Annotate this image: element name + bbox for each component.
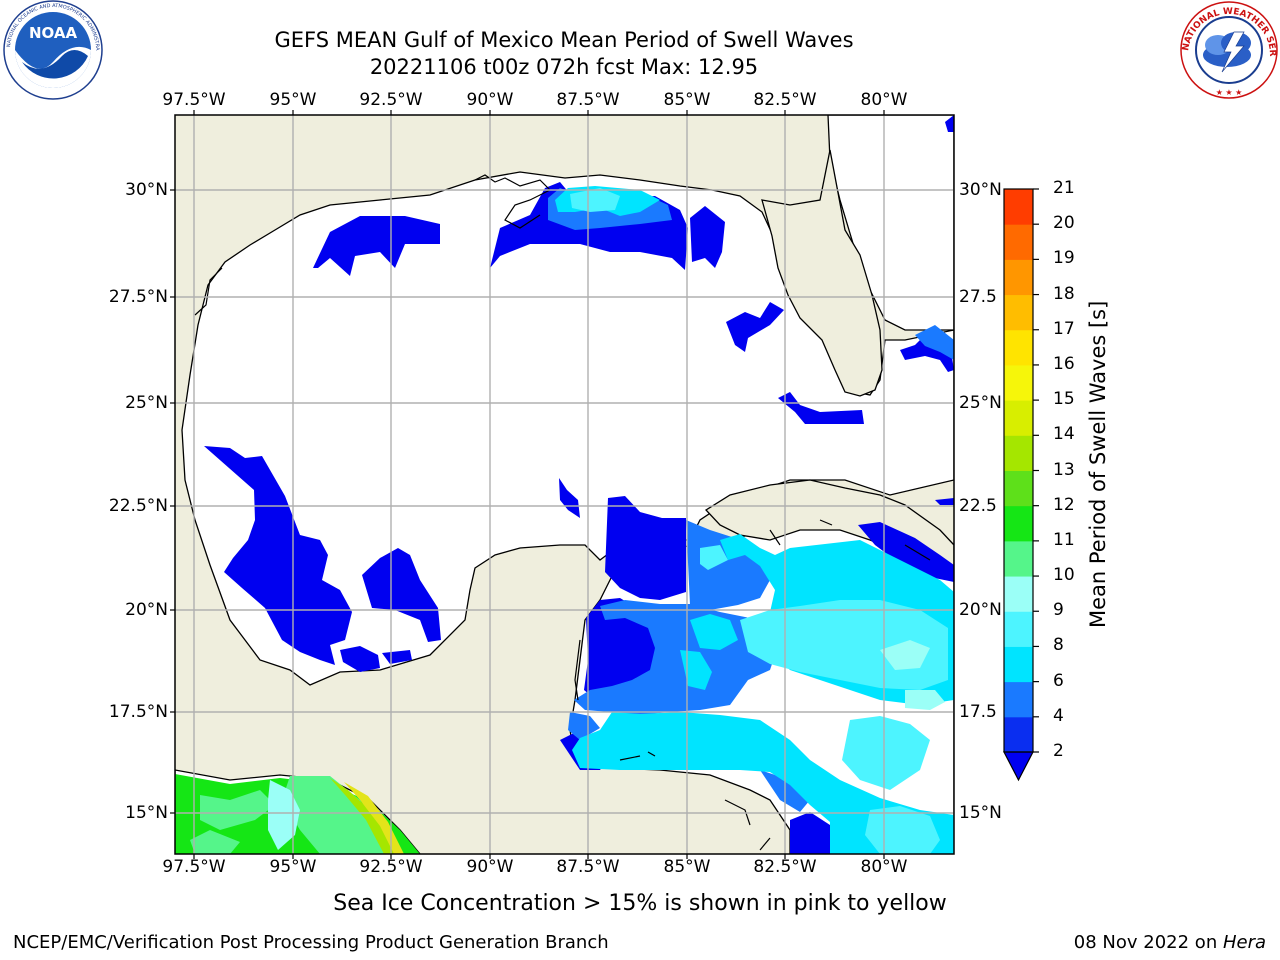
colorbar-swatch [1004, 435, 1033, 471]
lon-label-bottom: 97.5°W [162, 857, 226, 877]
coastline-details [194, 174, 931, 851]
lon-label-top: 97.5°W [162, 90, 226, 110]
lat-label-left: 22.5°N [108, 496, 168, 516]
lon-label-bottom: 82.5°W [753, 857, 817, 877]
footer-credit: NCEP/EMC/Verification Post Processing Pr… [13, 932, 609, 953]
lon-label-top: 80°W [860, 90, 908, 110]
colorbar-tick-label: 18 [1053, 283, 1075, 304]
nws-logo: NATIONAL WEATHER SERVICE ★ ★ ★ [1178, 0, 1278, 99]
colorbar-tick-label: 20 [1053, 213, 1075, 234]
colorbar-tick-label: 4 [1053, 705, 1064, 726]
lat-label-left: 25°N [125, 393, 168, 413]
lat-label-right: 20°N [959, 600, 1002, 620]
colorbar-swatch [1004, 576, 1033, 612]
colorbar-swatch [1004, 646, 1033, 683]
colorbar-tick-label: 10 [1053, 565, 1075, 586]
colorbar-tick-label: 13 [1053, 459, 1075, 480]
colorbar-tick-label: 11 [1053, 529, 1075, 550]
lat-label-right: 25°N [959, 393, 1002, 413]
pacific-swell-shading [175, 774, 420, 854]
colorbar-swatch [1004, 329, 1033, 366]
lon-label-bottom: 80°W [860, 857, 908, 877]
colorbar-tick-label: 14 [1053, 424, 1075, 445]
colorbar-tick-label: 8 [1053, 635, 1064, 656]
noaa-logo-text: NOAA [29, 24, 78, 42]
sea-ice-caption: Sea Ice Concentration > 15% is shown in … [333, 891, 947, 916]
lat-label-right: 15°N [959, 803, 1002, 823]
map-title: GEFS MEAN Gulf of Mexico Mean Period of … [274, 28, 854, 52]
lon-label-top: 82.5°W [753, 90, 817, 110]
colorbar-tick-label: 9 [1053, 600, 1064, 621]
noaa-logo: NOAA NATIONAL OCEANIC AND ATMOSPHERIC AD… [2, 0, 103, 100]
lon-label-top: 87.5°W [556, 90, 620, 110]
colorbar-swatch [1004, 681, 1033, 718]
lon-label-bottom: 85°W [663, 857, 711, 877]
lat-label-right: 22.5 [959, 496, 997, 516]
footer-date-text: 08 Nov 2022 on [1073, 932, 1223, 953]
colorbar-swatch [1004, 470, 1033, 507]
colorbar-swatch [1004, 611, 1033, 647]
lat-label-left: 30°N [125, 180, 168, 200]
colorbar-tick-label: 2 [1053, 741, 1064, 761]
svg-text:★ ★ ★: ★ ★ ★ [1216, 88, 1243, 97]
lat-label-right: 17.5 [959, 702, 997, 722]
florida [761, 149, 883, 397]
colorbar [1003, 188, 1039, 782]
shade-layer-9s [880, 640, 945, 710]
colorbar-tick-label: 16 [1053, 353, 1075, 374]
colorbar-swatch [1004, 505, 1033, 542]
colorbar-tick-label: 17 [1053, 318, 1075, 339]
lon-label-top: 90°W [466, 90, 514, 110]
lon-label-bottom: 95°W [269, 857, 317, 877]
colorbar-tick-label: 19 [1053, 248, 1075, 269]
lon-label-top: 92.5°W [359, 90, 423, 110]
colorbar-tick-label: 6 [1053, 670, 1064, 691]
footer-date: 08 Nov 2022 on Hera [1074, 932, 1266, 953]
colorbar-title: Mean Period of Swell Waves [s] [1086, 300, 1110, 628]
lat-label-left: 15°N [125, 803, 168, 823]
colorbar-swatch [1004, 294, 1033, 331]
colorbar-swatch [1004, 400, 1033, 436]
lat-label-left: 20°N [125, 600, 168, 620]
map-frame [174, 114, 955, 855]
colorbar-tick-label: 12 [1053, 494, 1075, 515]
cuba [704, 479, 954, 579]
lat-label-right: 27.5 [959, 287, 997, 307]
map-subtitle: 20221106 t00z 072h fcst Max: 12.95 [369, 55, 759, 79]
footer-host: Hera [1222, 932, 1266, 953]
lat-label-right: 30°N [959, 180, 1002, 200]
colorbar-swatch [1004, 364, 1033, 401]
lon-label-bottom: 90°W [466, 857, 514, 877]
colorbar-tick-label: 21 [1053, 178, 1075, 198]
lat-label-left: 17.5°N [108, 702, 168, 722]
colorbar-swatch [1004, 189, 1033, 225]
colorbar-under-arrow [1003, 751, 1034, 782]
tick-marks [170, 110, 885, 859]
colorbar-swatch [1004, 259, 1033, 296]
lon-label-bottom: 92.5°W [359, 857, 423, 877]
graticule [175, 115, 954, 854]
colorbar-swatch [1004, 716, 1033, 753]
colorbar-swatch [1004, 540, 1033, 577]
lat-label-left: 27.5°N [108, 287, 168, 307]
lon-label-top: 95°W [269, 90, 317, 110]
colorbar-swatch [1004, 224, 1033, 260]
lon-label-bottom: 87.5°W [556, 857, 620, 877]
lon-label-top: 85°W [663, 90, 711, 110]
colorbar-tick-label: 15 [1053, 389, 1075, 410]
